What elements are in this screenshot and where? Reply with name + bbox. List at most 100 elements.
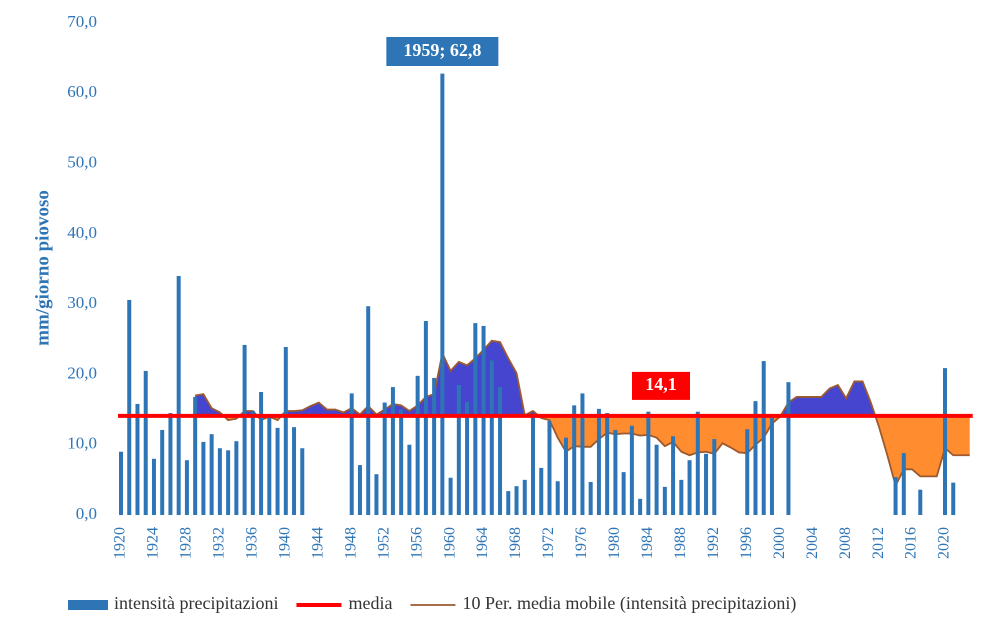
bar <box>473 323 478 515</box>
bar <box>563 437 568 515</box>
bar <box>184 460 189 515</box>
bar <box>687 460 692 515</box>
bar <box>679 479 684 515</box>
bar <box>951 482 956 515</box>
bar <box>399 409 404 515</box>
bar <box>943 368 947 515</box>
bar <box>160 429 165 515</box>
y-tick-label: 60,0 <box>67 82 97 101</box>
bar <box>259 392 264 515</box>
bar <box>605 413 610 515</box>
y-tick-label: 20,0 <box>67 363 97 382</box>
x-tick-label: 1948 <box>342 527 359 559</box>
bar <box>893 477 898 515</box>
x-tick-label: 1996 <box>738 527 755 559</box>
bar <box>135 403 140 515</box>
bar <box>712 439 717 515</box>
x-tick-label: 1960 <box>441 527 458 559</box>
bar <box>456 384 461 515</box>
bar <box>596 408 601 515</box>
bar <box>201 441 206 515</box>
y-tick-label: 50,0 <box>67 152 97 171</box>
bar <box>662 486 667 515</box>
bar <box>209 434 214 515</box>
x-tick-label: 1944 <box>309 527 326 559</box>
bar <box>514 486 519 515</box>
bar <box>580 393 585 515</box>
bar <box>275 427 280 515</box>
x-tick-label: 1920 <box>112 527 129 559</box>
bar <box>440 73 445 515</box>
bar <box>489 360 494 515</box>
bar <box>498 387 503 515</box>
bar <box>506 491 511 515</box>
data-label: 1959; 62,8 <box>403 40 481 60</box>
x-tick-label: 1988 <box>672 527 689 559</box>
bar <box>555 481 560 515</box>
x-tick-label: 2004 <box>804 527 821 559</box>
x-tick-label: 1956 <box>408 527 425 559</box>
x-tick-label: 2016 <box>903 527 920 559</box>
bar <box>349 393 354 515</box>
x-tick-label: 1936 <box>244 527 261 559</box>
x-tick-label: 2008 <box>837 527 854 559</box>
bar <box>193 396 198 515</box>
bar <box>588 481 593 515</box>
x-tick-label: 1924 <box>145 527 162 559</box>
bar <box>423 321 428 515</box>
bar <box>547 420 552 515</box>
bar <box>292 427 297 515</box>
x-tick-label: 1968 <box>507 527 524 559</box>
y-tick-label: 40,0 <box>67 223 97 242</box>
bar <box>226 450 231 515</box>
bar <box>901 453 906 515</box>
bar <box>613 429 618 515</box>
bar <box>390 387 395 515</box>
annotation-box <box>386 37 499 66</box>
x-tick-label: 2020 <box>936 527 953 559</box>
x-tick-label: 1952 <box>375 527 392 559</box>
bar <box>621 472 626 515</box>
bar <box>300 448 305 515</box>
bar <box>753 401 758 515</box>
x-tick-label: 2012 <box>870 527 887 559</box>
y-axis-title: mm/giorno piovoso <box>32 190 53 346</box>
bar <box>382 402 387 515</box>
bar <box>695 411 700 515</box>
bar <box>283 347 288 515</box>
bar <box>366 306 371 515</box>
x-tick-label: 1980 <box>606 527 623 559</box>
x-tick-label: 1972 <box>540 527 557 559</box>
x-tick-label: 1964 <box>474 527 491 559</box>
bar <box>769 418 774 515</box>
legend-swatch <box>68 600 108 610</box>
bar <box>250 410 255 515</box>
bar <box>761 361 766 515</box>
bar <box>357 465 362 515</box>
bar <box>407 444 412 515</box>
bar <box>217 448 222 515</box>
annotation-box <box>632 371 690 400</box>
bar <box>572 405 577 515</box>
bar <box>432 377 437 515</box>
legend-label: intensità precipitazioni <box>114 593 278 613</box>
x-tick-label: 1932 <box>211 527 228 559</box>
x-tick-label: 1984 <box>639 527 656 559</box>
bar <box>465 401 470 515</box>
bar <box>629 425 634 515</box>
bar <box>531 416 535 515</box>
x-tick-label: 1976 <box>573 527 590 559</box>
bar <box>415 375 420 515</box>
bar <box>646 411 651 515</box>
bar <box>638 498 643 515</box>
bar <box>522 479 527 515</box>
bar <box>539 467 544 515</box>
y-tick-label: 70,0 <box>67 12 97 31</box>
data-label: 14,1 <box>645 374 677 394</box>
x-tick-label: 2000 <box>771 527 788 559</box>
bar <box>654 444 659 515</box>
x-tick-label: 1940 <box>276 527 293 559</box>
bar <box>481 325 486 515</box>
bar <box>671 436 676 515</box>
